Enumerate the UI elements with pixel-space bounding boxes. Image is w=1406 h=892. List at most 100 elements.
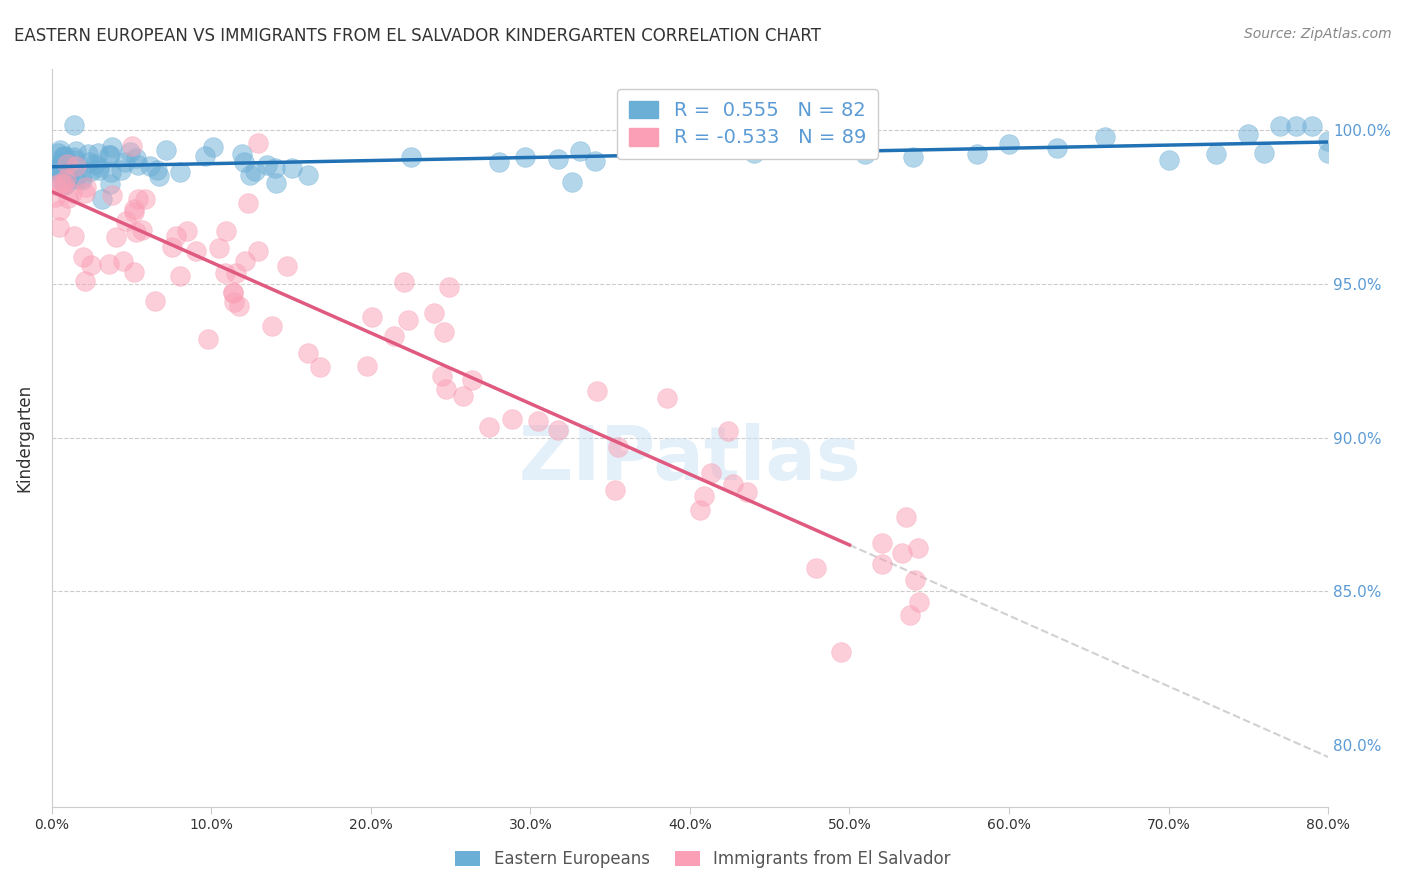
Point — [44, 162, 66, 177]
Point — [70, 173, 93, 187]
Point — [1317, 134, 1340, 148]
Point — [356, 359, 378, 373]
Point — [84, 157, 107, 171]
Point — [110, 163, 132, 178]
Point — [197, 332, 219, 346]
Point — [804, 561, 827, 575]
Point — [44, 190, 66, 204]
Point — [53, 156, 76, 170]
Point — [52, 178, 75, 193]
Point — [1094, 130, 1116, 145]
Point — [215, 224, 238, 238]
Point — [169, 269, 191, 284]
Point — [297, 168, 319, 182]
Point — [52, 177, 75, 191]
Point — [260, 318, 283, 333]
Point — [100, 178, 122, 192]
Point — [266, 176, 288, 190]
Point — [53, 155, 76, 169]
Y-axis label: Kindergarten: Kindergarten — [15, 384, 32, 491]
Point — [401, 150, 423, 164]
Point — [77, 155, 100, 169]
Point — [115, 214, 138, 228]
Point — [891, 546, 914, 560]
Point — [44, 160, 66, 174]
Point — [122, 202, 145, 216]
Point — [80, 258, 103, 272]
Point — [70, 170, 93, 185]
Point — [547, 424, 569, 438]
Point — [501, 412, 523, 426]
Point — [176, 224, 198, 238]
Point — [148, 169, 170, 184]
Point — [55, 177, 77, 191]
Point — [44, 178, 66, 192]
Point — [56, 157, 79, 171]
Point — [547, 152, 569, 166]
Point — [162, 239, 184, 253]
Point — [51, 176, 73, 190]
Point — [560, 175, 582, 189]
Point — [224, 295, 246, 310]
Point — [231, 147, 253, 161]
Point — [44, 163, 66, 178]
Point — [700, 466, 723, 480]
Point — [225, 266, 247, 280]
Point — [966, 147, 988, 161]
Point — [1253, 146, 1275, 161]
Point — [87, 146, 110, 161]
Point — [527, 414, 550, 428]
Point — [689, 503, 711, 517]
Point — [478, 420, 501, 434]
Point — [855, 147, 877, 161]
Point — [382, 329, 405, 343]
Point — [48, 202, 70, 217]
Point — [124, 205, 146, 219]
Point — [396, 313, 419, 327]
Point — [434, 382, 457, 396]
Point — [432, 368, 454, 383]
Point — [89, 160, 111, 174]
Point — [100, 165, 122, 179]
Point — [58, 191, 80, 205]
Point — [276, 259, 298, 273]
Point — [169, 165, 191, 179]
Point — [45, 162, 67, 177]
Point — [134, 192, 156, 206]
Point — [1046, 141, 1069, 155]
Point — [1157, 153, 1180, 167]
Point — [655, 391, 678, 405]
Point — [1237, 128, 1260, 142]
Point — [125, 151, 148, 165]
Point — [73, 186, 96, 200]
Point — [112, 253, 135, 268]
Point — [101, 188, 124, 202]
Point — [165, 228, 187, 243]
Point — [56, 170, 79, 185]
Point — [693, 490, 716, 504]
Point — [1205, 147, 1227, 161]
Point — [62, 118, 84, 132]
Point — [125, 225, 148, 239]
Point — [247, 244, 270, 259]
Point — [281, 161, 304, 175]
Point — [65, 144, 87, 158]
Point — [830, 645, 852, 659]
Point — [437, 280, 460, 294]
Point — [114, 155, 136, 169]
Point — [143, 293, 166, 308]
Point — [127, 159, 149, 173]
Point — [488, 154, 510, 169]
Point — [603, 483, 626, 497]
Point — [98, 257, 121, 271]
Point — [721, 477, 744, 491]
Point — [233, 254, 256, 268]
Point — [155, 143, 177, 157]
Point — [105, 229, 128, 244]
Point — [76, 147, 98, 161]
Point — [907, 541, 929, 555]
Point — [51, 155, 73, 169]
Point — [515, 149, 537, 163]
Point — [907, 594, 929, 608]
Point — [122, 265, 145, 279]
